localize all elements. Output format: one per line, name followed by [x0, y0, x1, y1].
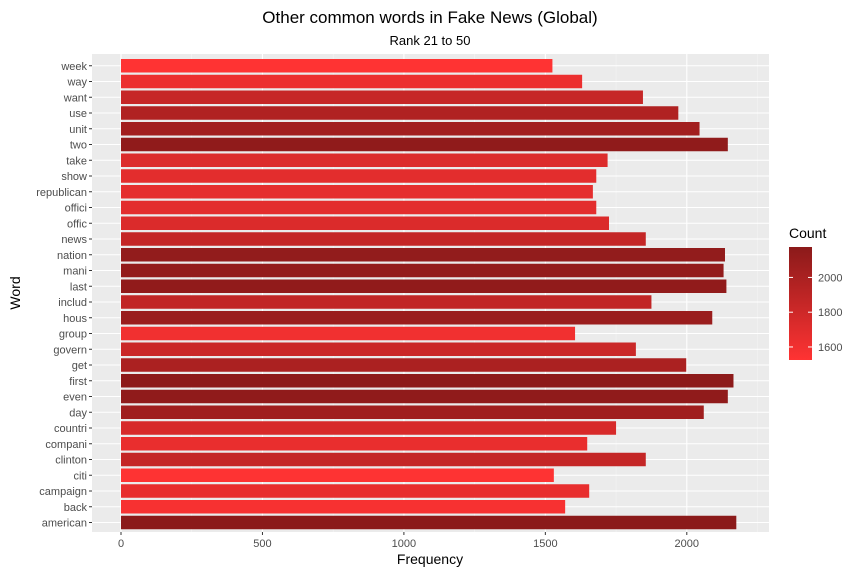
y-axis-title: Word: [7, 276, 23, 309]
bar-govern: [121, 342, 636, 356]
bar-week: [121, 59, 553, 73]
bar-want: [121, 90, 643, 104]
bars: [121, 59, 737, 530]
bar-show: [121, 169, 597, 183]
bar-compani: [121, 437, 588, 451]
y-tick-label: day: [69, 407, 87, 419]
bar-mani: [121, 263, 724, 278]
y-tick-label: week: [60, 61, 87, 73]
legend-tick-label: 1800: [818, 307, 842, 319]
y-tick-label: use: [69, 108, 87, 120]
legend-colorbar: [789, 247, 812, 360]
bar-offici: [121, 200, 597, 215]
chart-subtitle: Rank 21 to 50: [390, 33, 471, 48]
x-tick-label: 1500: [533, 538, 557, 550]
y-tick-label: govern: [53, 344, 87, 356]
y-tick-label: american: [42, 518, 87, 530]
y-tick-label: citi: [74, 470, 87, 482]
y-tick-label: take: [66, 155, 87, 167]
x-tick-label: 2000: [675, 538, 699, 550]
legend-tick-label: 1600: [818, 342, 842, 354]
y-tick-label: countri: [54, 423, 87, 435]
bar-unit: [121, 122, 700, 136]
bar-even: [121, 389, 728, 404]
x-tick-label: 0: [118, 538, 124, 550]
bar-back: [121, 500, 566, 514]
bar-hous: [121, 311, 713, 325]
x-axis: 0 500 1000 1500 2000: [118, 532, 699, 550]
y-tick-label: nation: [57, 250, 87, 262]
legend-tick-label: 2000: [818, 272, 842, 284]
bar-take: [121, 153, 608, 167]
y-tick-label: compani: [45, 439, 87, 451]
y-tick-label: news: [61, 234, 87, 246]
y-tick-label: group: [59, 329, 87, 341]
bar-first: [121, 374, 734, 388]
y-tick-label: first: [69, 376, 87, 388]
y-tick-label: get: [72, 360, 87, 372]
y-tick-label: way: [66, 77, 87, 89]
y-tick-label: offic: [67, 218, 87, 230]
x-axis-title: Frequency: [397, 551, 463, 567]
y-tick-label: last: [70, 281, 87, 293]
y-tick-label: includ: [58, 297, 87, 309]
bar-republican: [121, 185, 593, 199]
y-tick-label: mani: [63, 266, 87, 278]
bar-news: [121, 232, 646, 246]
bar-get: [121, 358, 687, 372]
bar-way: [121, 74, 583, 89]
bar-nation: [121, 248, 725, 262]
y-tick-label: hous: [63, 313, 87, 325]
y-tick-label: even: [63, 392, 87, 404]
bar-two: [121, 137, 728, 152]
chart-title: Other common words in Fake News (Global): [262, 8, 597, 27]
y-tick-label: offici: [65, 203, 87, 215]
legend: Count 1600 1800 2000: [789, 225, 842, 360]
bar-american: [121, 515, 737, 530]
y-tick-label: show: [61, 171, 87, 183]
y-tick-label: want: [63, 92, 87, 104]
y-tick-label: clinton: [55, 455, 87, 467]
bar-last: [121, 279, 727, 293]
legend-title: Count: [789, 225, 826, 241]
y-tick-label: back: [64, 502, 88, 514]
y-tick-label: republican: [36, 187, 87, 199]
y-tick-label: unit: [69, 124, 87, 136]
y-tick-label: two: [70, 140, 87, 152]
bar-group: [121, 326, 576, 341]
y-tick-label: campaign: [39, 486, 87, 498]
y-axis: american back campaign citi clinton compani co…: [36, 61, 92, 530]
x-tick-label: 1000: [392, 538, 416, 550]
x-tick-label: 500: [253, 538, 271, 550]
bar-includ: [121, 295, 652, 309]
bar-use: [121, 106, 679, 120]
bar-citi: [121, 468, 554, 482]
bar-clinton: [121, 452, 646, 467]
bar-countri: [121, 421, 617, 435]
bar-offic: [121, 216, 610, 230]
bar-campaign: [121, 484, 590, 498]
bar-day: [121, 405, 704, 419]
